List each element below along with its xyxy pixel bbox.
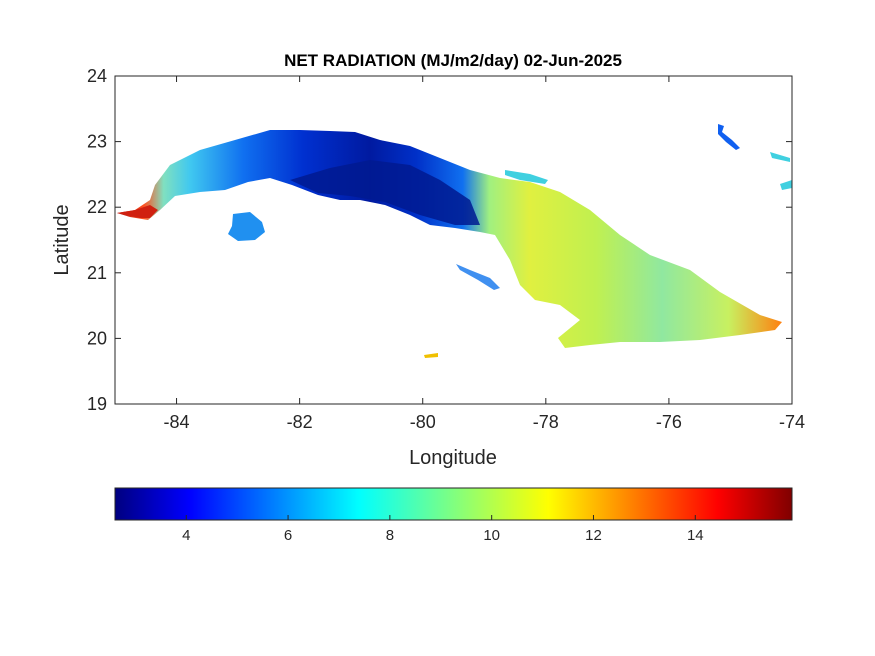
western-tip-red [117, 205, 158, 218]
y-tick-label: 21 [87, 263, 107, 283]
y-tick-label: 20 [87, 328, 107, 348]
eastern-cays [770, 152, 792, 190]
y-axis: 19 20 21 22 23 24 [87, 66, 792, 414]
x-tick-label: -80 [410, 412, 436, 432]
colorbar-tick-label: 14 [687, 527, 704, 544]
x-tick-label: -78 [533, 412, 559, 432]
map-axes [114, 75, 793, 405]
map-area [117, 124, 792, 358]
grand-cayman [718, 124, 740, 150]
isla-de-la-juventud [228, 212, 265, 241]
colorbar-tick-label: 4 [182, 527, 190, 544]
colorbar-ticks: 4 6 8 10 12 14 [182, 515, 704, 544]
colorbar-tick-label: 10 [483, 527, 500, 544]
y-tick-label: 24 [87, 66, 107, 86]
colorbar-tick-label: 6 [284, 527, 292, 544]
y-tick-label: 23 [87, 132, 107, 152]
low-radiation-patch [290, 160, 480, 225]
y-axis-label: Latitude [51, 204, 73, 275]
colorbar-tick-label: 12 [585, 527, 602, 544]
x-tick-label: -76 [656, 412, 682, 432]
cuba-landmass [117, 130, 782, 348]
y-tick-label: 19 [87, 394, 107, 414]
x-tick-label: -74 [779, 412, 805, 432]
southern-cays [456, 264, 500, 290]
x-tick-label: -82 [287, 412, 313, 432]
northern-cays [505, 170, 548, 184]
y-tick-label: 22 [87, 197, 107, 217]
colorbar-tick-label: 8 [386, 527, 394, 544]
map-title: NET RADIATION (MJ/m2/day) 02-Jun-2025 [284, 51, 622, 70]
yellow-cay [424, 353, 438, 358]
colorbar [114, 487, 793, 521]
x-tick-label: -84 [164, 412, 190, 432]
x-axis-label: Longitude [409, 447, 497, 469]
x-axis: -84 -82 -80 -78 -76 -74 [164, 76, 805, 432]
